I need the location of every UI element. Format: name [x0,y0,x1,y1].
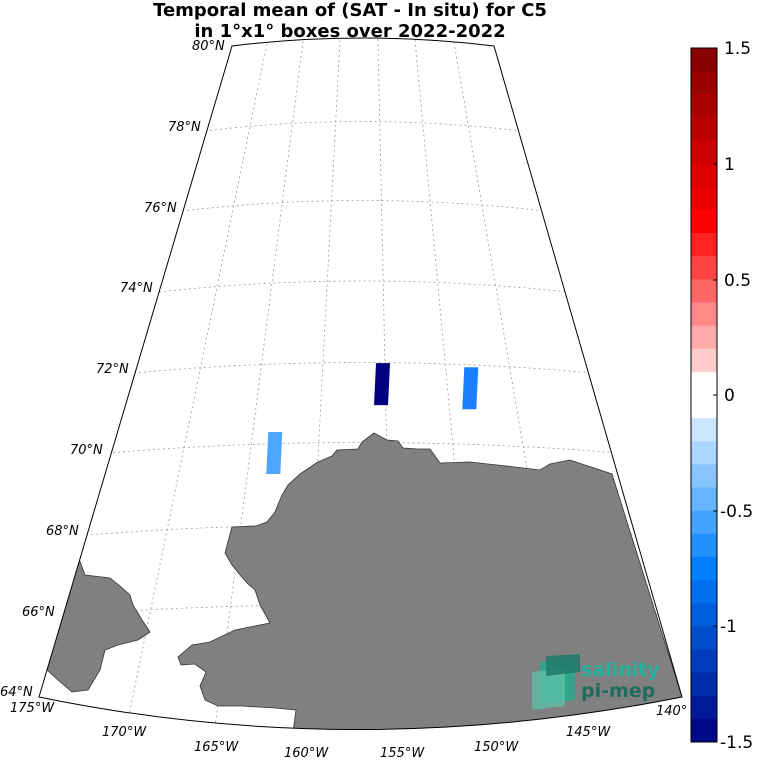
colorbar-cell [691,418,717,442]
colorbar-cell [691,140,717,165]
colorbar-cell [691,117,717,142]
colorbar-cell [691,233,717,257]
lat-label-66: 66°N [22,605,55,620]
colorbar-cell [691,580,717,604]
chukotka-landmass [46,554,151,693]
salinity-pimep-logo: salinity pi-mep [532,654,660,710]
cbar-tick-1: 1 [724,155,735,175]
colorbar-cell [691,302,717,327]
colorbar-cells [691,48,717,743]
map-title: Temporal mean of (SAT - In situ) for C5 … [0,0,700,42]
data-box-3 [462,367,479,410]
lat-label-80: 80°N [192,39,225,54]
cbar-tick-1.5: 1.5 [724,39,751,59]
cbar-tick-0: 0 [724,386,735,406]
lat-label-64: 64°N [0,685,33,700]
cbar-tick-0.5: 0.5 [724,271,751,291]
lat-label-74: 74°N [120,281,153,296]
colorbar-cell [691,348,717,373]
colorbar-cell [691,256,717,280]
lon-label-140: 140° [656,704,687,719]
lat-label-76: 76°N [144,201,177,216]
lon-label-145: 145°W [566,725,611,740]
colorbar-ticks [713,47,717,743]
colorbar-cell [691,695,717,720]
longitude-labels: 175°W 170°W 165°W 160°W 155°W 150°W 145°… [10,701,687,760]
colorbar-cell [691,649,717,674]
lon-label-170: 170°W [102,725,147,740]
colorbar-tick-labels: 1.5 1 0.5 0 -0.5 -1 -1.5 [720,39,753,753]
lon-label-175: 175°W [10,701,55,716]
colorbar-cell [691,395,717,419]
colorbar-cell [691,163,717,188]
colorbar-cell [691,186,717,211]
lon-label-160: 160°W [284,746,329,760]
lat-label-78: 78°N [168,120,201,135]
colorbar-cell [691,48,717,72]
lon-label-150: 150°W [474,740,519,755]
colorbar-cell [691,626,717,650]
cbar-tick-neg1: -1 [720,617,737,637]
lon-label-155: 155°W [380,746,425,760]
lat-label-70: 70°N [70,443,103,458]
data-boxes [266,363,479,474]
title-line-1: Temporal mean of (SAT - In situ) for C5 [153,0,547,21]
map-frame [38,37,683,730]
colorbar-cell [691,672,717,697]
colorbar-cell [691,325,717,350]
colorbar-cell [691,603,717,627]
lat-label-72: 72°N [96,362,129,377]
colorbar-cell [691,209,717,234]
logo-text-pimep: pi-mep [581,680,655,702]
colorbar-cell [691,94,717,118]
colorbar-cell [691,718,717,743]
colorbar-cell [691,71,717,95]
latitude-labels: 80°N 78°N 76°N 74°N 72°N 70°N 68°N 66°N … [0,39,225,700]
title-line-2: in 1°x1° boxes over 2022-2022 [194,21,506,42]
cbar-tick-neg1.5: -1.5 [720,733,753,753]
colorbar-cell [691,441,717,465]
data-box-1 [266,432,283,474]
colorbar-cell [691,556,717,581]
cbar-tick-neg0.5: -0.5 [720,502,753,522]
colorbar-cell [691,533,717,558]
colorbar-cell [691,510,717,535]
data-box-2 [374,363,391,406]
colorbar-cell [691,371,717,396]
logo-wave-icon [532,654,580,710]
lon-label-165: 165°W [194,740,239,755]
logo-text-salinity: salinity [581,659,660,681]
lat-label-68: 68°N [46,524,79,539]
colorbar-cell [691,487,717,512]
colorbar-cell [691,279,717,303]
colorbar-cell [691,464,717,489]
